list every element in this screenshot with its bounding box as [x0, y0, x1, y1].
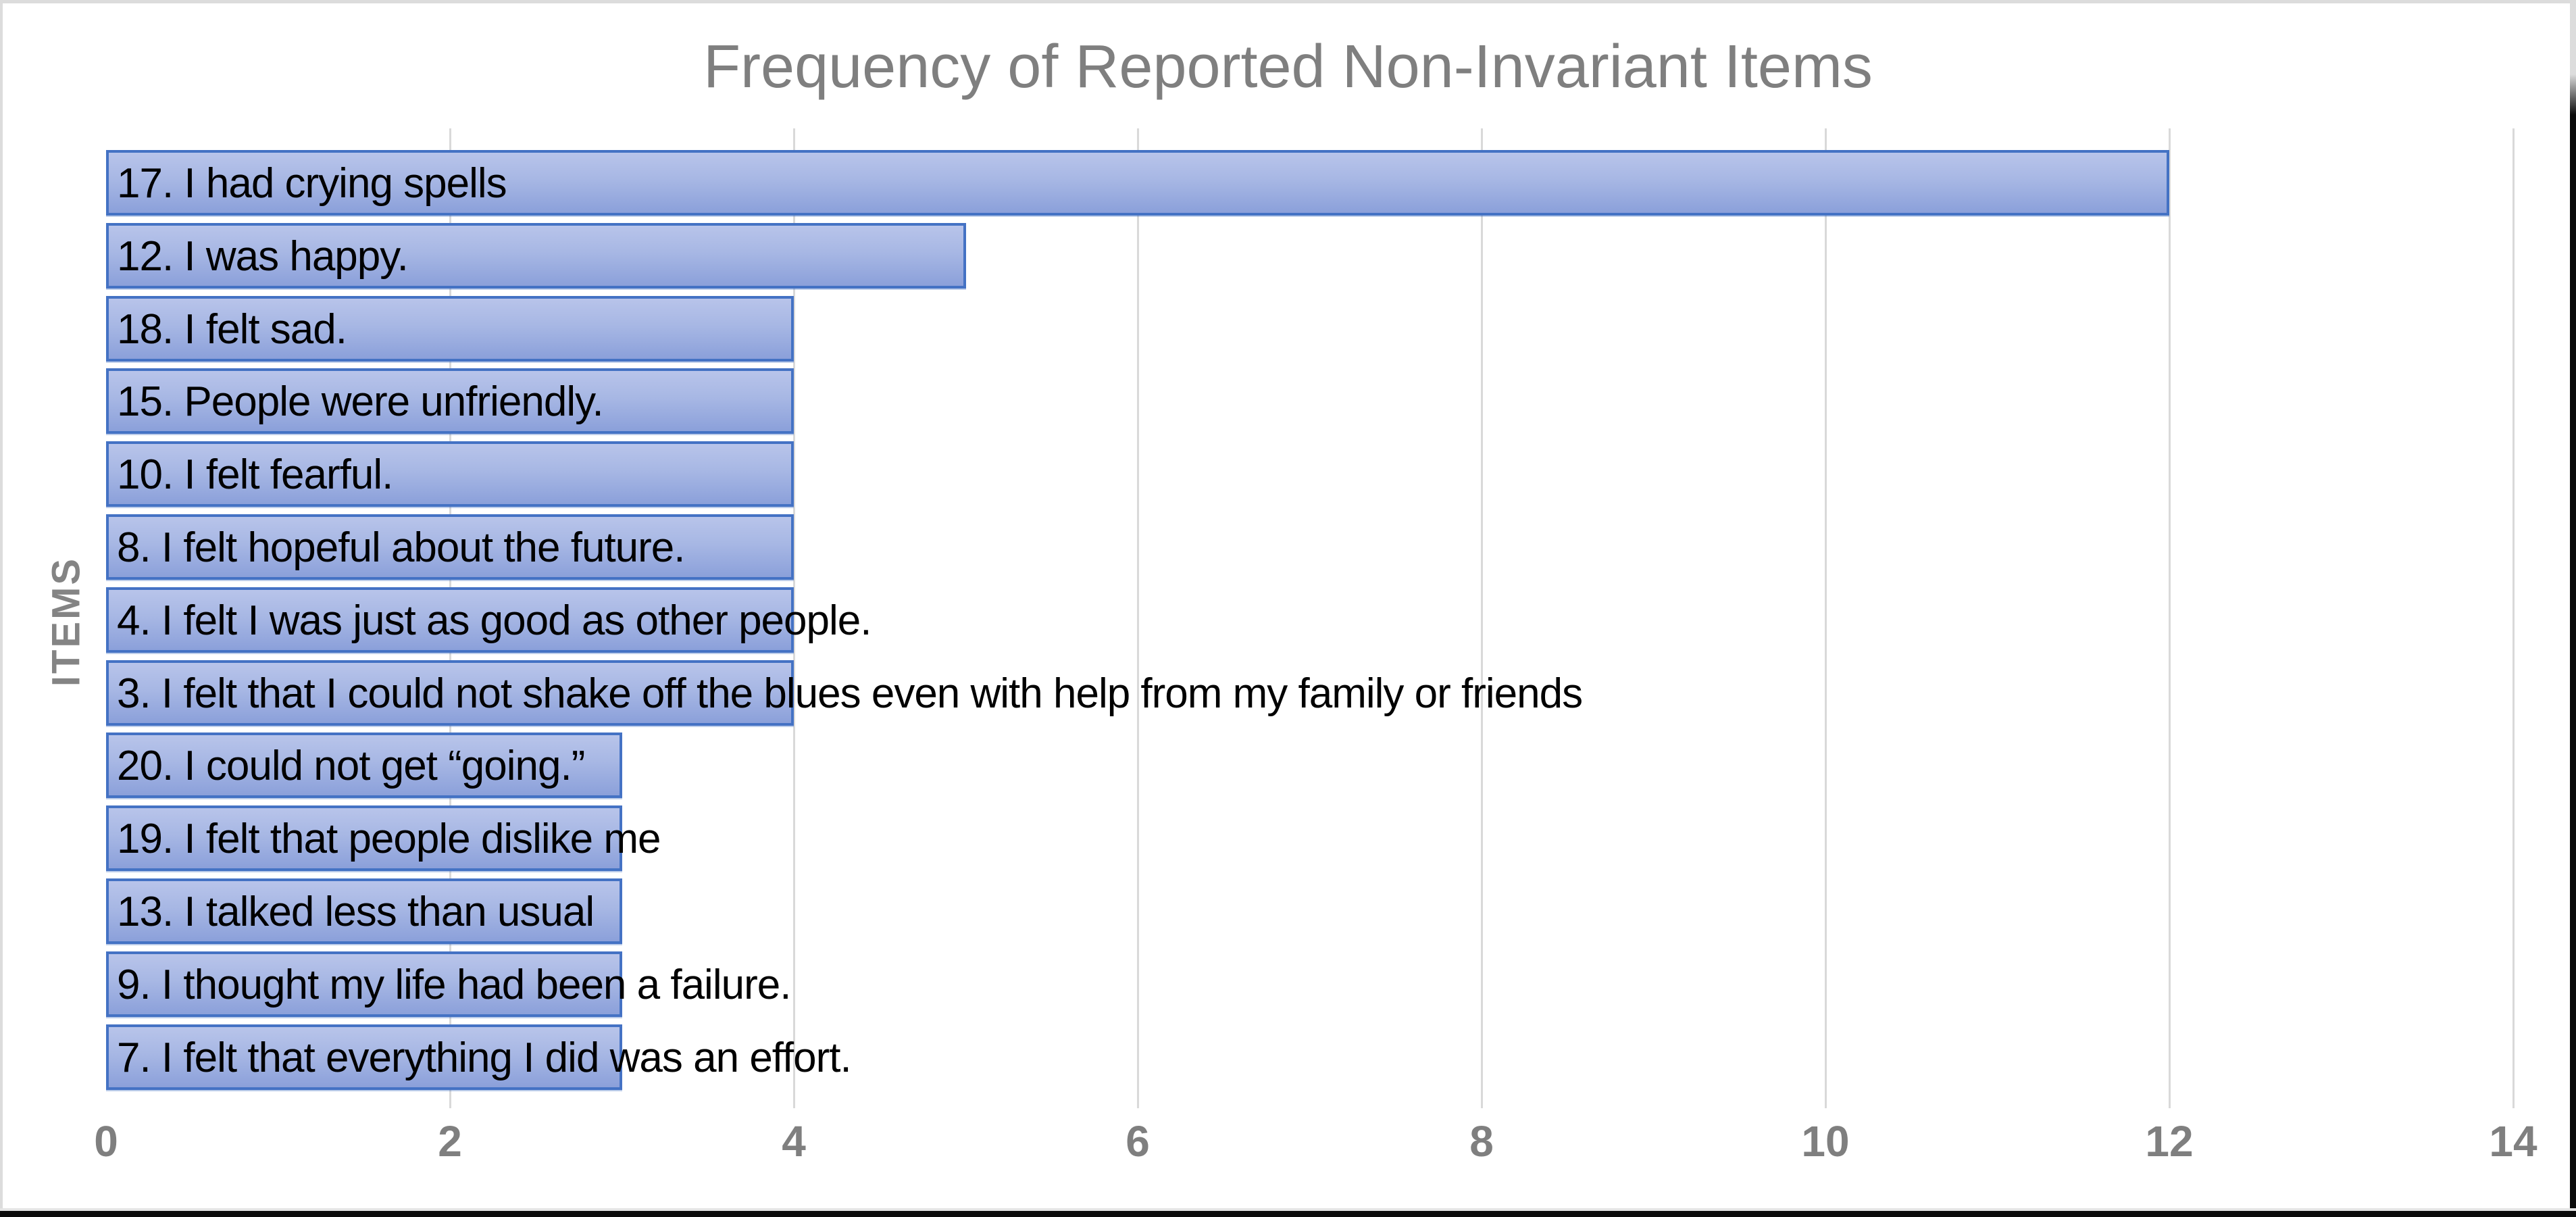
- bar-label: 20. I could not get “going.”: [117, 743, 585, 789]
- bar: [106, 660, 794, 726]
- bar-label: 7. I felt that everything I did was an e…: [117, 1035, 852, 1081]
- bar-row: 17. I had crying spells: [106, 150, 2169, 216]
- bar: [106, 732, 622, 798]
- slide-border-bottom: [0, 1211, 2576, 1217]
- x-tick-label-6: 6: [1126, 1117, 1150, 1166]
- x-tick-label-4: 4: [782, 1117, 806, 1166]
- bar: [106, 150, 2169, 216]
- bar-label: 8. I felt hopeful about the future.: [117, 524, 686, 571]
- bar: [106, 1024, 622, 1090]
- bar: [106, 951, 622, 1017]
- x-tick-label-0: 0: [94, 1117, 118, 1166]
- bar: [106, 878, 622, 944]
- bar-row: 15. People were unfriendly.: [106, 368, 794, 434]
- gridline-x-12: [2169, 128, 2171, 1108]
- slide-border-right: [2570, 0, 2576, 1217]
- chart-title: Frequency of Reported Non-Invariant Item…: [703, 33, 1873, 101]
- bar-row: 19. I felt that people dislike me: [106, 805, 661, 871]
- bar-row: 8. I felt hopeful about the future.: [106, 514, 794, 580]
- bar: [106, 805, 622, 871]
- bar-row: 12. I was happy.: [106, 223, 966, 289]
- bar-label: 17. I had crying spells: [117, 160, 507, 207]
- x-tick-label-14: 14: [2489, 1117, 2537, 1166]
- gridline-x-14: [2512, 128, 2515, 1108]
- bar-label: 19. I felt that people dislike me: [117, 816, 661, 862]
- bar-label: 3. I felt that I could not shake off the…: [117, 670, 1583, 717]
- gridline-x-4: [793, 128, 795, 1108]
- slide-border-top: [0, 0, 2576, 3]
- bar-label: 9. I thought my life had been a failure.: [117, 962, 791, 1008]
- bar-row: 10. I felt fearful.: [106, 441, 794, 507]
- bar-label: 10. I felt fearful.: [117, 451, 393, 498]
- bar: [106, 514, 794, 580]
- x-tick-label-10: 10: [1801, 1117, 1850, 1166]
- slide-border-bottom-inner: [0, 1208, 2576, 1211]
- x-tick-label-2: 2: [438, 1117, 462, 1166]
- bar-label: 4. I felt I was just as good as other pe…: [117, 597, 872, 644]
- bar-label: 18. I felt sad.: [117, 306, 347, 353]
- bar-row: 3. I felt that I could not shake off the…: [106, 660, 1583, 726]
- bar-row: 13. I talked less than usual: [106, 878, 622, 944]
- bar-row: 7. I felt that everything I did was an e…: [106, 1024, 852, 1090]
- gridline-x-10: [1825, 128, 1827, 1108]
- x-tick-label-12: 12: [2145, 1117, 2194, 1166]
- bar-row: 4. I felt I was just as good as other pe…: [106, 587, 872, 653]
- bar-label: 13. I talked less than usual: [117, 889, 595, 935]
- x-tick-label-8: 8: [1469, 1117, 1494, 1166]
- gridline-x-6: [1137, 128, 1139, 1108]
- y-axis-title: ITEMS: [44, 556, 89, 687]
- bar-row: 20. I could not get “going.”: [106, 732, 622, 798]
- slide-border-left: [0, 0, 3, 1217]
- bar: [106, 587, 794, 653]
- gridline-x-8: [1481, 128, 1483, 1108]
- bar: [106, 223, 966, 289]
- bar-label: 12. I was happy.: [117, 233, 409, 280]
- bar-row: 9. I thought my life had been a failure.: [106, 951, 791, 1017]
- bar: [106, 441, 794, 507]
- bar: [106, 296, 794, 362]
- bar-row: 18. I felt sad.: [106, 296, 794, 362]
- bar: [106, 368, 794, 434]
- bar-label: 15. People were unfriendly.: [117, 378, 604, 425]
